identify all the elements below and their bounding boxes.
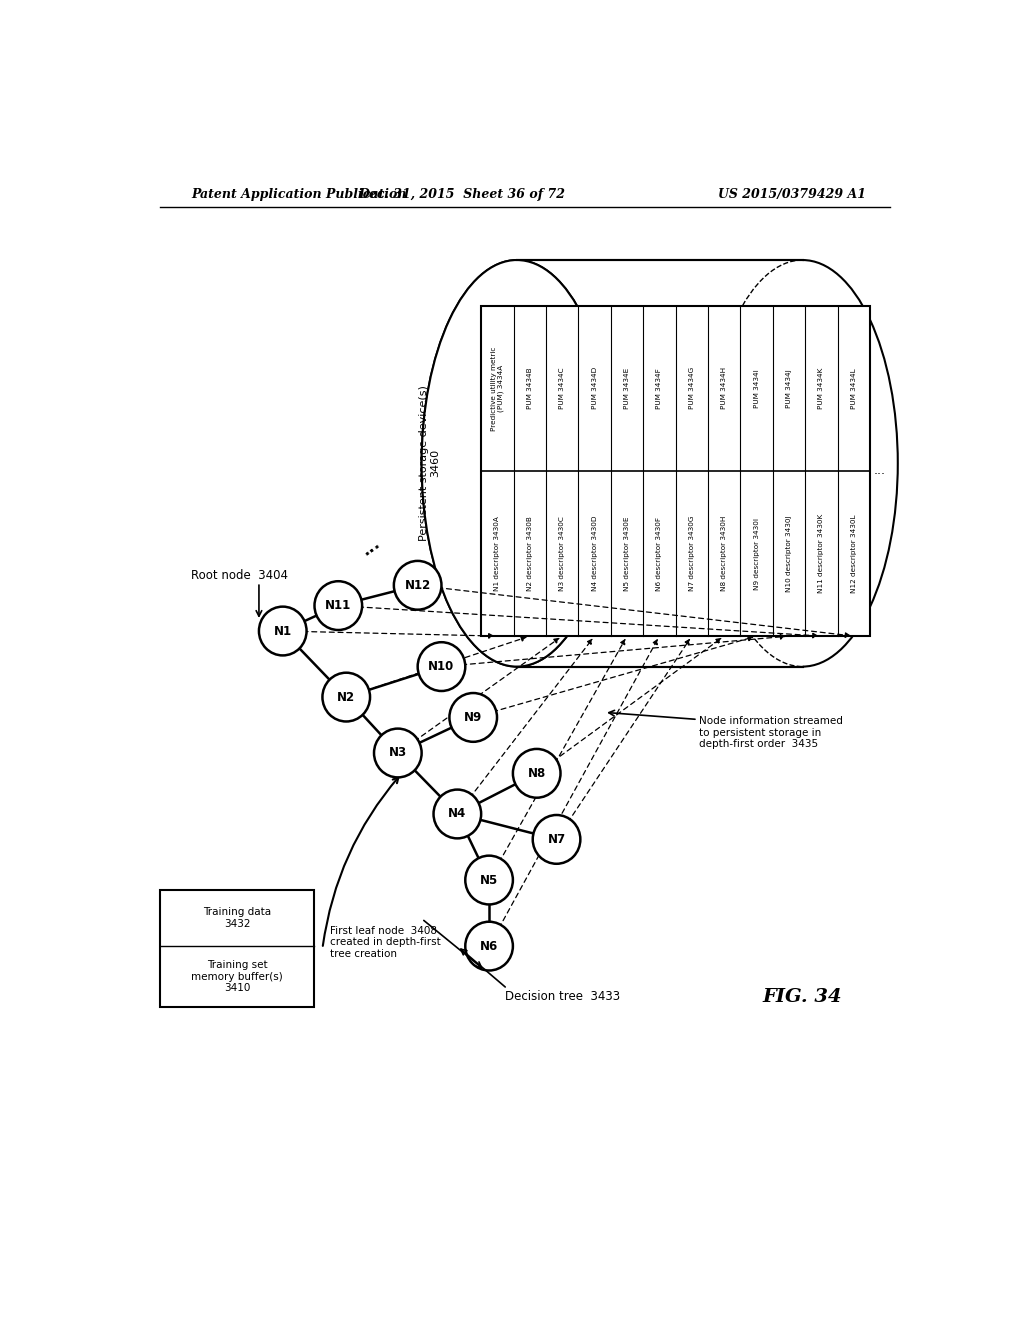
Text: Decision tree  3433: Decision tree 3433 xyxy=(505,990,621,1003)
Text: N8 descriptor 3430H: N8 descriptor 3430H xyxy=(721,516,727,591)
Text: N11: N11 xyxy=(326,599,351,612)
Text: N12 descriptor 3430L: N12 descriptor 3430L xyxy=(851,515,857,593)
Ellipse shape xyxy=(465,855,513,904)
Text: N12: N12 xyxy=(404,578,431,591)
Text: N3 descriptor 3430C: N3 descriptor 3430C xyxy=(559,516,565,591)
Text: Persistent storage device(s)
3460: Persistent storage device(s) 3460 xyxy=(419,385,440,541)
Ellipse shape xyxy=(418,643,465,690)
Text: N7 descriptor 3430G: N7 descriptor 3430G xyxy=(689,516,695,591)
Text: N6: N6 xyxy=(480,940,499,953)
Text: First leaf node  3408
created in depth-first
tree creation: First leaf node 3408 created in depth-fi… xyxy=(331,925,441,960)
Text: ...: ... xyxy=(874,465,886,478)
Ellipse shape xyxy=(323,673,370,722)
Text: PUM 3434H: PUM 3434H xyxy=(721,367,727,409)
Text: N8: N8 xyxy=(527,767,546,780)
Text: PUM 3434G: PUM 3434G xyxy=(689,367,695,409)
Text: ...: ... xyxy=(357,533,383,560)
Text: PUM 3434E: PUM 3434E xyxy=(624,368,630,409)
Text: N3: N3 xyxy=(389,747,407,759)
Ellipse shape xyxy=(532,814,581,863)
Ellipse shape xyxy=(259,607,306,656)
Ellipse shape xyxy=(394,561,441,610)
Text: N2: N2 xyxy=(337,690,355,704)
Text: PUM 3434C: PUM 3434C xyxy=(559,367,565,409)
Text: Patent Application Publication: Patent Application Publication xyxy=(191,189,407,202)
Text: Root node  3404: Root node 3404 xyxy=(191,569,289,582)
Text: N7: N7 xyxy=(548,833,565,846)
Ellipse shape xyxy=(422,260,612,667)
Text: Dec. 31, 2015  Sheet 36 of 72: Dec. 31, 2015 Sheet 36 of 72 xyxy=(357,189,565,202)
Ellipse shape xyxy=(314,581,362,630)
Text: N2 descriptor 3430B: N2 descriptor 3430B xyxy=(526,516,532,591)
Ellipse shape xyxy=(433,789,481,838)
Text: N9 descriptor 3430I: N9 descriptor 3430I xyxy=(754,517,760,590)
Text: Training set
memory buffer(s)
3410: Training set memory buffer(s) 3410 xyxy=(191,960,283,994)
Text: N9: N9 xyxy=(464,711,482,723)
Text: PUM 3434K: PUM 3434K xyxy=(818,368,824,409)
Text: PUM 3434B: PUM 3434B xyxy=(526,367,532,409)
Ellipse shape xyxy=(450,693,497,742)
Text: Training data
3432: Training data 3432 xyxy=(203,907,271,929)
Text: N10: N10 xyxy=(428,660,455,673)
Text: N5: N5 xyxy=(480,874,499,887)
Text: Predictive utility metric
(PUM) 3434A: Predictive utility metric (PUM) 3434A xyxy=(490,346,504,430)
Text: N1 descriptor 3430A: N1 descriptor 3430A xyxy=(495,516,501,591)
Ellipse shape xyxy=(374,729,422,777)
Text: N4: N4 xyxy=(449,808,467,821)
Text: US 2015/0379429 A1: US 2015/0379429 A1 xyxy=(718,189,866,202)
Polygon shape xyxy=(517,260,803,667)
FancyBboxPatch shape xyxy=(481,306,870,636)
Ellipse shape xyxy=(513,748,560,797)
Text: Node information streamed
to persistent storage in
depth-first order  3435: Node information streamed to persistent … xyxy=(699,715,844,750)
Text: N4 descriptor 3430D: N4 descriptor 3430D xyxy=(592,516,598,591)
Text: N11 descriptor 3430K: N11 descriptor 3430K xyxy=(818,513,824,593)
Text: PUM 3434F: PUM 3434F xyxy=(656,368,663,409)
Text: PUM 3434D: PUM 3434D xyxy=(592,367,598,409)
Text: N10 descriptor 3430J: N10 descriptor 3430J xyxy=(786,515,792,591)
Ellipse shape xyxy=(465,921,513,970)
Text: N1: N1 xyxy=(273,624,292,638)
Text: PUM 3434J: PUM 3434J xyxy=(786,370,792,408)
Text: N5 descriptor 3430E: N5 descriptor 3430E xyxy=(624,516,630,591)
Text: PUM 3434L: PUM 3434L xyxy=(851,368,857,409)
Text: N6 descriptor 3430F: N6 descriptor 3430F xyxy=(656,516,663,590)
Ellipse shape xyxy=(422,260,612,667)
FancyBboxPatch shape xyxy=(160,890,314,1007)
Text: FIG. 34: FIG. 34 xyxy=(763,987,843,1006)
Text: PUM 3434I: PUM 3434I xyxy=(754,370,760,408)
